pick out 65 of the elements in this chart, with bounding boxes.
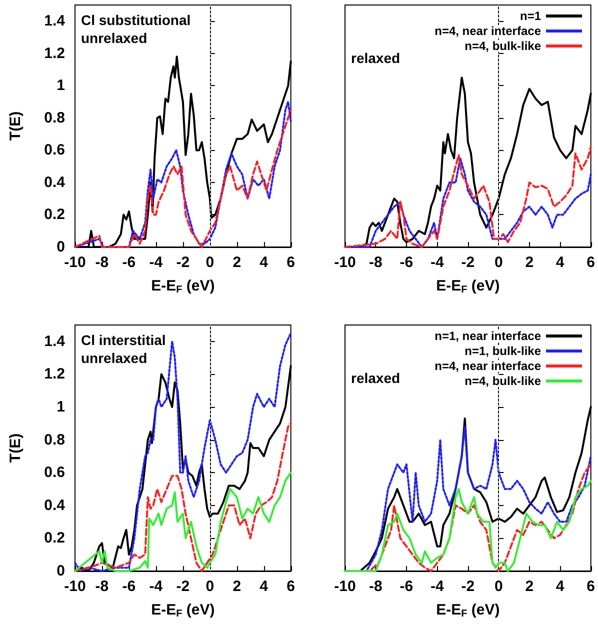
- x-tick-label: 0: [206, 254, 214, 271]
- y-tick-label: 1.2: [44, 44, 65, 62]
- x-tick-label: -8: [369, 254, 382, 271]
- y-tick-label: 0.4: [44, 496, 66, 514]
- y-tick-label: 1.4: [44, 332, 66, 350]
- x-tick-label: -10: [64, 254, 86, 271]
- x-tick-label: 0: [494, 254, 503, 271]
- x-tick-label: -6: [400, 254, 414, 271]
- x-tick-label: -10: [334, 254, 356, 271]
- y-tick-label: 0.6: [44, 464, 65, 482]
- y-axis-title: T(E): [7, 433, 24, 463]
- x-tick-label: 4: [260, 578, 269, 595]
- y-tick-label: 0.8: [44, 109, 65, 126]
- y-tick-label: 0.8: [44, 431, 65, 448]
- y-tick-label: 0.2: [44, 206, 65, 224]
- y-axis-title: T(E): [7, 111, 24, 141]
- x-tick-label: 4: [556, 254, 565, 271]
- y-tick-label: 0.6: [44, 142, 65, 159]
- legend-label: n=4, bulk-like: [464, 374, 542, 388]
- legend-label: n=1, near interface: [434, 329, 542, 343]
- x-tick-label: -4: [430, 254, 445, 271]
- x-tick-label: 6: [586, 254, 595, 271]
- legend-label: n=1: [520, 9, 542, 23]
- x-tick-label: -6: [400, 578, 414, 595]
- x-tick-label: -4: [149, 578, 164, 595]
- x-tick-label: -2: [176, 254, 190, 271]
- legend-label: n=4, bulk-like: [464, 39, 542, 53]
- x-tick-label: -8: [95, 254, 109, 271]
- x-tick-label: 2: [232, 578, 242, 595]
- x-tick-label: -8: [369, 578, 382, 595]
- legend-label: n=1, bulk-like: [464, 344, 542, 358]
- x-tick-label: 4: [260, 254, 269, 271]
- x-tick-label: -2: [461, 578, 475, 595]
- x-tick-label: -6: [122, 254, 136, 271]
- legend-label: n=4, near interface: [434, 24, 542, 38]
- x-tick-label: -10: [334, 578, 356, 595]
- annotation: relaxed: [351, 370, 400, 386]
- y-tick-label: 1.4: [44, 12, 66, 30]
- y-tick-label: 0: [56, 562, 65, 580]
- y-tick-label: 1: [56, 77, 65, 94]
- x-tick-label: -2: [461, 254, 475, 271]
- x-tick-label: 6: [286, 254, 295, 271]
- annotation: relaxed: [351, 50, 400, 66]
- x-tick-label: -4: [149, 254, 164, 271]
- x-tick-label: -10: [64, 578, 86, 595]
- x-tick-label: -2: [176, 578, 190, 595]
- x-tick-label: 0: [494, 578, 503, 595]
- x-tick-label: -4: [430, 578, 445, 595]
- x-tick-label: 0: [206, 578, 214, 595]
- y-tick-label: 1.2: [44, 366, 65, 383]
- annotation: Cl substitutional unrelaxed: [81, 12, 191, 46]
- x-tick-label: -8: [95, 578, 109, 595]
- x-tick-label: 6: [586, 578, 595, 595]
- y-tick-label: 1: [56, 398, 65, 416]
- annotation: Cl interstitial unrelaxed: [81, 332, 166, 366]
- x-tick-label: 2: [525, 578, 534, 595]
- x-tick-label: 4: [556, 578, 565, 595]
- x-tick-label: -6: [122, 578, 136, 595]
- x-tick-label: 2: [525, 254, 534, 271]
- y-tick-label: 0.2: [44, 530, 65, 547]
- y-tick-label: 0: [56, 238, 65, 256]
- y-tick-label: 0.4: [44, 174, 66, 191]
- x-tick-label: 2: [232, 254, 242, 271]
- legend-label: n=4, near interface: [434, 359, 542, 373]
- x-tick-label: 6: [286, 578, 295, 595]
